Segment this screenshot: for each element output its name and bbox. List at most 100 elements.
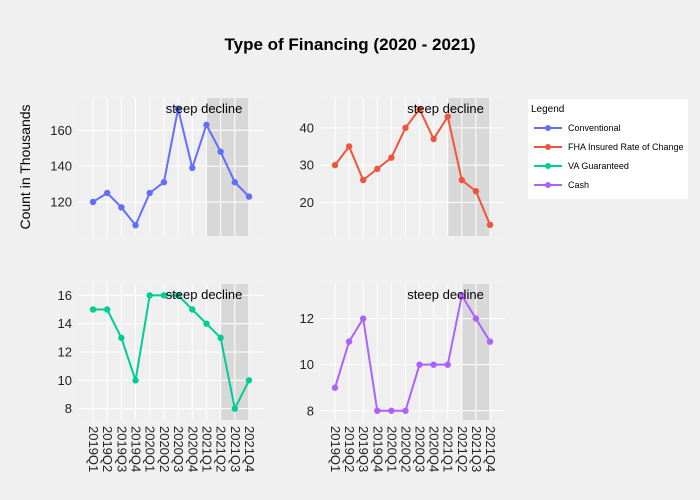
x-tick-label: 2021Q2 xyxy=(214,426,229,472)
data-point xyxy=(189,306,196,313)
annotation-label: steep decline xyxy=(166,101,243,116)
x-tick-label: 2020Q1 xyxy=(384,426,399,472)
data-point xyxy=(231,179,239,186)
data-point xyxy=(402,124,409,132)
data-point xyxy=(231,405,239,412)
series-line xyxy=(92,108,250,228)
data-point xyxy=(472,188,480,195)
y-tick-label: 8 xyxy=(307,403,314,418)
x-tick-label: 2019Q4 xyxy=(370,426,385,472)
y-tick-label: 10 xyxy=(58,373,72,388)
data-point xyxy=(103,306,111,313)
legend-marker xyxy=(545,182,551,188)
data-point xyxy=(486,338,494,345)
y-tick-label: 12 xyxy=(300,311,314,326)
legend-label: Conventional xyxy=(568,123,621,133)
y-tick-label: 8 xyxy=(65,401,72,416)
y-axis-label: Count in Thousands xyxy=(17,104,33,229)
x-tick-label: 2019Q2 xyxy=(342,426,357,472)
x-tick-label: 2020Q3 xyxy=(413,426,428,472)
y-tick-label: 16 xyxy=(58,288,72,303)
data-point xyxy=(359,176,367,184)
subplot-4: 8 10 12 steep decline 2019Q1 2019Q2 2019Q3 2019… xyxy=(300,284,505,472)
data-point xyxy=(444,113,451,120)
annotation-label: steep decline xyxy=(166,287,243,302)
x-tick-label: 2019Q1 xyxy=(86,426,101,472)
data-point xyxy=(359,315,367,322)
x-tick-label: 2019Q3 xyxy=(356,426,371,472)
data-point xyxy=(203,121,210,129)
y-tick-label: 120 xyxy=(50,194,72,209)
y-tick-label: 20 xyxy=(300,195,314,210)
legend-marker xyxy=(545,163,551,169)
x-tick-label: 2021Q4 xyxy=(242,426,257,472)
legend-item[interactable]: VA Guaranteed xyxy=(534,161,629,171)
y-tick-label: 30 xyxy=(300,158,314,173)
subplot-2: 20 30 40 steep decline xyxy=(300,98,505,236)
legend-label: VA Guaranteed xyxy=(568,161,629,171)
data-point xyxy=(444,361,451,368)
legend-marker xyxy=(545,125,551,131)
x-tick-label: 2020Q2 xyxy=(398,426,413,472)
legend-item[interactable]: Conventional xyxy=(534,123,621,133)
subplots: 120 140 160 steep decline 20 30 40 steep declin… xyxy=(50,98,505,472)
y-tick-label: 40 xyxy=(300,120,314,135)
data-point xyxy=(374,165,381,173)
data-point xyxy=(217,334,224,342)
x-tick-label: 2020Q4 xyxy=(427,426,442,472)
data-point xyxy=(146,189,153,197)
data-point xyxy=(174,105,182,112)
x-tick-label: 2021Q4 xyxy=(483,426,498,472)
data-point xyxy=(374,407,381,414)
data-point xyxy=(189,164,196,172)
data-point xyxy=(458,176,466,184)
y-tick-label: 12 xyxy=(58,345,72,360)
chart-title: Type of Financing (2020 - 2021) xyxy=(225,35,476,54)
annotation-label: steep decline xyxy=(407,101,484,116)
data-point xyxy=(472,315,480,322)
data-point xyxy=(89,306,97,313)
legend-label: FHA Insured Rate of Change xyxy=(568,142,684,152)
data-point xyxy=(245,377,253,384)
data-point xyxy=(118,204,125,211)
x-tick-label: 2021Q1 xyxy=(441,426,456,472)
legend-label: Cash xyxy=(568,180,589,190)
x-tick-label: 2021Q3 xyxy=(228,426,243,472)
x-tick-label: 2020Q4 xyxy=(185,426,200,472)
x-tick-label: 2019Q2 xyxy=(100,426,115,472)
subplot-1: 120 140 160 steep decline xyxy=(50,98,264,236)
x-tick-label: 2021Q2 xyxy=(455,426,470,472)
data-point xyxy=(486,221,494,229)
data-point xyxy=(331,161,339,169)
data-point xyxy=(203,320,210,327)
legend-item[interactable]: Cash xyxy=(534,180,589,190)
data-point xyxy=(416,105,423,113)
data-point xyxy=(416,361,423,368)
x-tick-label: 2020Q2 xyxy=(157,426,172,472)
y-tick-label: 10 xyxy=(300,357,314,372)
data-point xyxy=(132,377,139,384)
x-tick-label: 2019Q3 xyxy=(114,426,129,472)
data-point xyxy=(245,193,253,200)
data-point xyxy=(388,407,395,414)
data-point xyxy=(103,189,111,197)
series-line xyxy=(93,294,250,412)
data-point xyxy=(217,148,224,155)
series-line xyxy=(334,292,491,412)
y-tick-label: 160 xyxy=(50,123,72,138)
legend[interactable]: Legend Conventional FHA Insured Rate of C… xyxy=(528,99,688,199)
data-point xyxy=(430,135,437,143)
subplot-3: 8 10 12 14 16 steep decline 2019Q1 2019Q2 2019Q3… xyxy=(58,284,264,472)
data-point xyxy=(174,292,182,299)
y-tick-label: 140 xyxy=(50,159,72,174)
data-point xyxy=(160,292,168,299)
data-point xyxy=(160,179,168,186)
data-point xyxy=(458,292,466,299)
x-tick-label: 2019Q4 xyxy=(129,426,144,472)
data-point xyxy=(89,198,97,206)
data-point xyxy=(430,361,437,368)
legend-item[interactable]: FHA Insured Rate of Change xyxy=(534,142,684,152)
data-point xyxy=(331,384,339,391)
legend-box xyxy=(528,99,688,199)
